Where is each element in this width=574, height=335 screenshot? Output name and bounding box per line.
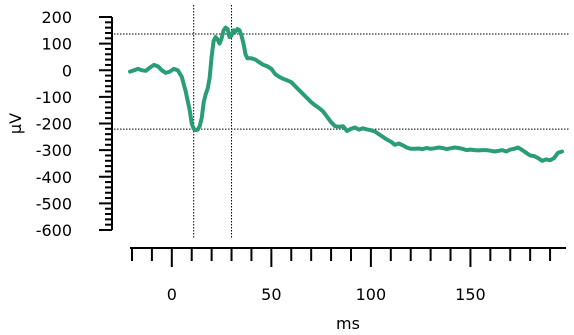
y-tick-label: -500 xyxy=(36,194,72,213)
y-tick-label: -600 xyxy=(36,221,72,240)
x-axis-title: ms xyxy=(336,314,360,333)
y-tick-label: -300 xyxy=(36,141,72,160)
y-tick-label: -100 xyxy=(36,88,72,107)
y-tick-label: -200 xyxy=(36,115,72,134)
x-tick-label: 50 xyxy=(261,285,281,304)
y-tick-label: 0 xyxy=(62,61,72,80)
x-tick-label: 150 xyxy=(455,285,486,304)
x-tick-label: 100 xyxy=(356,285,387,304)
y-tick-label: 100 xyxy=(41,35,72,54)
x-axis: 0 50 100 150 xyxy=(130,247,566,304)
y-tick-label: -400 xyxy=(36,168,72,187)
y-tick-label: 200 xyxy=(41,8,72,27)
cursor-layer xyxy=(114,5,570,238)
x-tick-label: 0 xyxy=(167,285,177,304)
y-axis-title: µV xyxy=(6,113,25,134)
y-axis: 200 100 0 -100 -200 -300 -400 -500 -600 xyxy=(36,8,113,240)
series-layer xyxy=(128,25,564,163)
series-line-1 xyxy=(128,25,564,163)
